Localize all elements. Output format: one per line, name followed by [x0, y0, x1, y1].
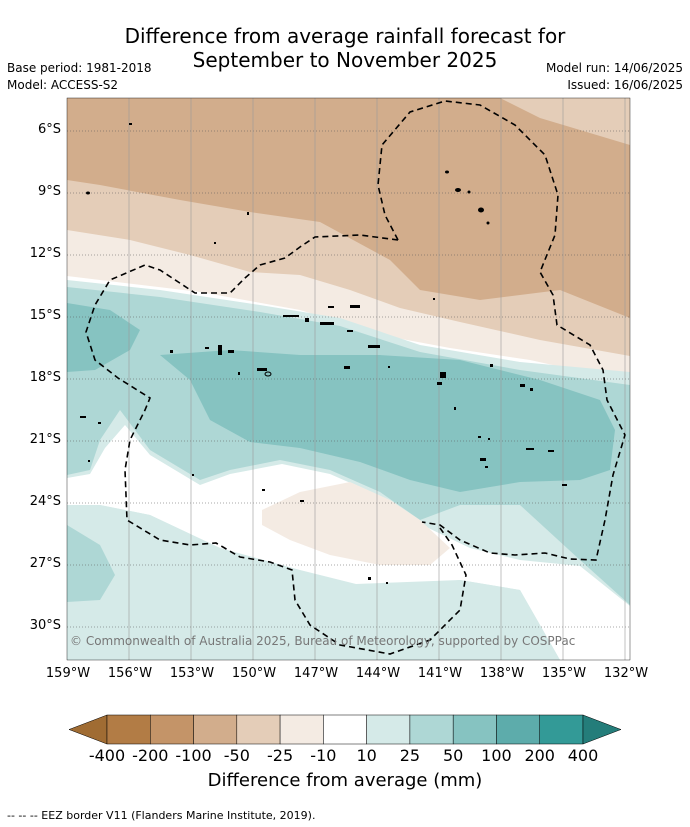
band-minus10-south: [262, 482, 450, 565]
colorbar-label: -100: [175, 746, 212, 765]
copyright-notice: © Commonwealth of Australia 2025, Bureau…: [70, 634, 576, 648]
colorbar-cell: [193, 714, 238, 745]
eez-border-north: [377, 100, 626, 561]
colorbar-cell: [236, 714, 281, 745]
colorbar-cell: [106, 714, 151, 745]
lat-label: 18°S: [29, 370, 61, 385]
islands: [80, 123, 567, 584]
lon-label: 141°W: [417, 666, 463, 681]
map-field: [67, 98, 630, 660]
lat-label: 12°S: [29, 246, 61, 261]
lat-label: 6°S: [37, 122, 61, 137]
colorbar-cell: [452, 714, 497, 745]
lat-label: 9°S: [37, 184, 61, 199]
lon-label: 156°W: [107, 666, 153, 681]
lat-label: 27°S: [29, 556, 61, 571]
colorbar-cell: [323, 714, 367, 745]
lon-label: 147°W: [293, 666, 339, 681]
colorbar-cell: [409, 714, 454, 745]
band-plus25-sw: [67, 525, 115, 602]
colorbar-label: -400: [88, 746, 126, 765]
graticule: [67, 98, 630, 660]
base-period: Base period: 1981-2018: [7, 61, 152, 75]
lat-label: 21°S: [29, 432, 61, 447]
lat-label: 30°S: [29, 618, 61, 633]
lon-label: 150°W: [231, 666, 277, 681]
colorbar-cell: [279, 714, 324, 745]
colorbar-cell: [366, 714, 411, 745]
lon-label: 138°W: [479, 666, 525, 681]
meta-right: Model run: 14/06/2025 Issued: 16/06/2025: [546, 60, 683, 94]
lon-label: 132°W: [603, 666, 649, 681]
map-title: Difference from average rainfall forecas…: [0, 24, 690, 72]
colorbar-label: 25: [399, 746, 421, 765]
lon-label: 135°W: [541, 666, 587, 681]
colorbar-label: 100: [481, 746, 512, 765]
colorbar-cell: [150, 714, 194, 745]
colorbar-cell: [496, 714, 540, 745]
title-line-1: Difference from average rainfall forecas…: [124, 24, 566, 48]
lon-label: 144°W: [355, 666, 401, 681]
colorbar-label: -25: [267, 746, 294, 765]
colorbar-low-extension: [68, 714, 108, 745]
eez-footnote: -- -- -- EEZ border V11 (Flanders Marine…: [7, 809, 316, 822]
colorbar-label: -200: [132, 746, 169, 765]
colorbar-label: -50: [223, 746, 250, 765]
lon-label: 159°W: [45, 666, 91, 681]
colorbar-label: -10: [310, 746, 337, 765]
meta-left: Base period: 1981-2018 Model: ACCESS-S2: [7, 60, 152, 94]
issued-date: Issued: 16/06/2025: [567, 78, 683, 92]
colorbar-high-extension: [582, 714, 622, 745]
lat-label: 24°S: [29, 494, 61, 509]
lat-label: 15°S: [29, 308, 61, 323]
model-name: Model: ACCESS-S2: [7, 78, 119, 92]
plot-frame: [66, 97, 631, 661]
band-plus50: [67, 303, 140, 372]
colorbar-label: 400: [567, 746, 599, 765]
lon-label: 153°W: [169, 666, 215, 681]
eez-border-west: [85, 234, 467, 655]
title-line-2: September to November 2025: [192, 48, 498, 72]
colorbar-cell: [539, 714, 584, 745]
band-minus50: [67, 98, 630, 318]
colorbar-title: Difference from average (mm): [207, 770, 483, 791]
colorbar-label: 10: [356, 746, 377, 765]
band-plus10-south: [67, 505, 560, 660]
eez-borders: [85, 100, 626, 655]
colorbar: [68, 714, 622, 745]
colorbar-label: 50: [442, 746, 464, 765]
model-run: Model run: 14/06/2025: [545, 61, 683, 75]
colorbar-label: 200: [524, 746, 555, 765]
